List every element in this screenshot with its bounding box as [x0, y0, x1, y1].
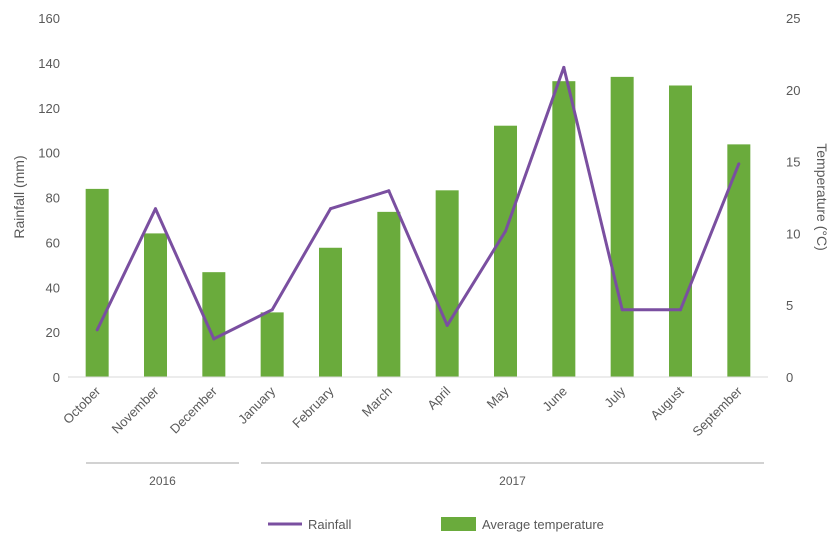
temperature-bar: [494, 125, 517, 377]
category-label: October: [60, 383, 104, 427]
left-tick-label: 0: [53, 370, 60, 385]
right-tick-label: 15: [786, 155, 800, 170]
category-label: December: [167, 383, 220, 436]
temperature-bar: [144, 233, 167, 377]
right-tick-label: 5: [786, 298, 793, 313]
left-tick-label: 160: [38, 11, 60, 26]
temperature-bar: [610, 76, 634, 377]
left-tick-label: 60: [46, 235, 60, 250]
left-tick-label: 140: [38, 56, 60, 71]
rainfall-point: [445, 323, 449, 327]
rainfall-point: [387, 189, 391, 193]
temperature-bar: [435, 190, 459, 377]
category-label: February: [289, 383, 337, 431]
right-tick-label: 25: [786, 11, 800, 26]
rainfall-point: [504, 229, 507, 233]
year-group-label: 2017: [499, 474, 526, 488]
temperature-bar: [377, 211, 401, 377]
category-label: May: [484, 383, 512, 411]
category-label: September: [689, 383, 745, 439]
category-label: July: [601, 383, 628, 410]
legend-temperature-swatch: [441, 517, 476, 531]
temperature-bars: [85, 76, 751, 378]
temperature-bar: [727, 144, 751, 377]
temperature-bar: [319, 247, 342, 377]
rainfall-point: [737, 162, 741, 166]
category-label: April: [424, 383, 453, 412]
left-tick-label: 40: [46, 280, 60, 295]
year-group-label: 2016: [149, 474, 176, 488]
right-axis-title: Temperature (°C): [814, 143, 830, 251]
rainfall-series-line: [95, 65, 741, 341]
legend-rainfall-label: Rainfall: [308, 517, 351, 532]
left-tick-label: 120: [38, 101, 60, 116]
right-tick-label: 0: [786, 370, 793, 385]
rainfall-point: [329, 207, 332, 211]
legend: Rainfall Average temperature: [268, 517, 604, 532]
category-label: January: [235, 383, 279, 427]
left-axis-title: Rainfall (mm): [11, 155, 27, 238]
rainfall-point: [620, 308, 624, 312]
category-label: March: [359, 384, 395, 420]
rainfall-line: [95, 65, 741, 341]
left-tick-label: 100: [38, 146, 60, 161]
right-tick-label: 10: [786, 226, 800, 241]
rainfall-point: [95, 328, 99, 332]
left-axis-ticks: 0 20 40 60 80 100 120 140 160: [38, 11, 60, 385]
rainfall-point: [270, 308, 274, 312]
temperature-bar: [202, 272, 226, 377]
rainfall-point: [679, 308, 682, 312]
category-label: June: [539, 384, 570, 415]
category-label: August: [647, 383, 686, 422]
right-tick-label: 20: [786, 83, 800, 98]
legend-temperature-label: Average temperature: [482, 517, 604, 532]
temperature-bar: [552, 81, 576, 378]
rainfall-point: [212, 337, 216, 341]
left-tick-label: 80: [46, 191, 60, 206]
year-groups: 2016 2017: [86, 462, 764, 488]
temperature-bar: [85, 188, 109, 377]
rainfall-point: [562, 65, 566, 69]
category-labels: October November December January February Ma…: [60, 383, 745, 439]
left-tick-label: 20: [46, 325, 60, 340]
right-axis-ticks: 0 5 10 15 20 25: [786, 11, 800, 385]
temperature-bar: [669, 85, 692, 377]
rainfall-point: [154, 207, 157, 211]
category-label: November: [109, 383, 162, 436]
temperature-bar: [260, 312, 284, 377]
